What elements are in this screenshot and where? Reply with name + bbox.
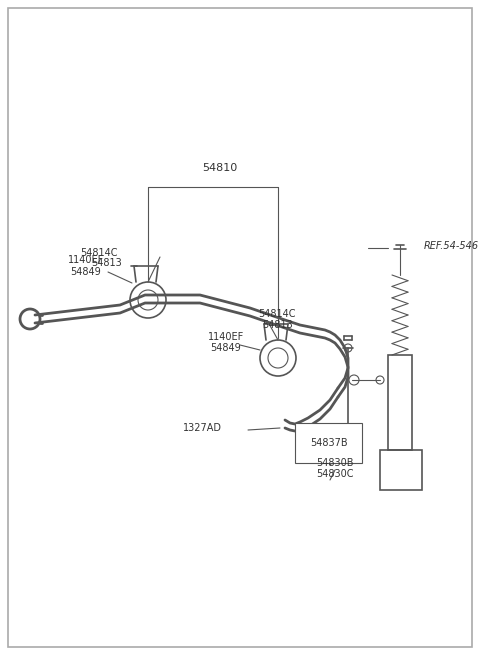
Text: 54813: 54813 xyxy=(91,258,122,268)
Text: 54814C: 54814C xyxy=(81,248,118,258)
Text: 54813: 54813 xyxy=(262,320,293,330)
Circle shape xyxy=(349,375,359,385)
Circle shape xyxy=(376,376,384,384)
Text: 1140EF: 1140EF xyxy=(208,332,244,342)
Text: 54837B: 54837B xyxy=(310,438,348,448)
Text: REF.54-546: REF.54-546 xyxy=(424,241,479,251)
Text: 54810: 54810 xyxy=(203,163,238,173)
Text: 1327AD: 1327AD xyxy=(183,423,222,433)
Text: 54849: 54849 xyxy=(70,267,101,277)
Text: 54838: 54838 xyxy=(294,423,325,433)
Text: 54849: 54849 xyxy=(210,343,241,353)
Text: 54814C: 54814C xyxy=(258,309,296,319)
Text: 54830B: 54830B xyxy=(316,458,353,468)
Text: 1140EF: 1140EF xyxy=(68,255,104,265)
Circle shape xyxy=(344,426,352,434)
Circle shape xyxy=(344,344,352,352)
Text: 54830C: 54830C xyxy=(316,469,353,479)
